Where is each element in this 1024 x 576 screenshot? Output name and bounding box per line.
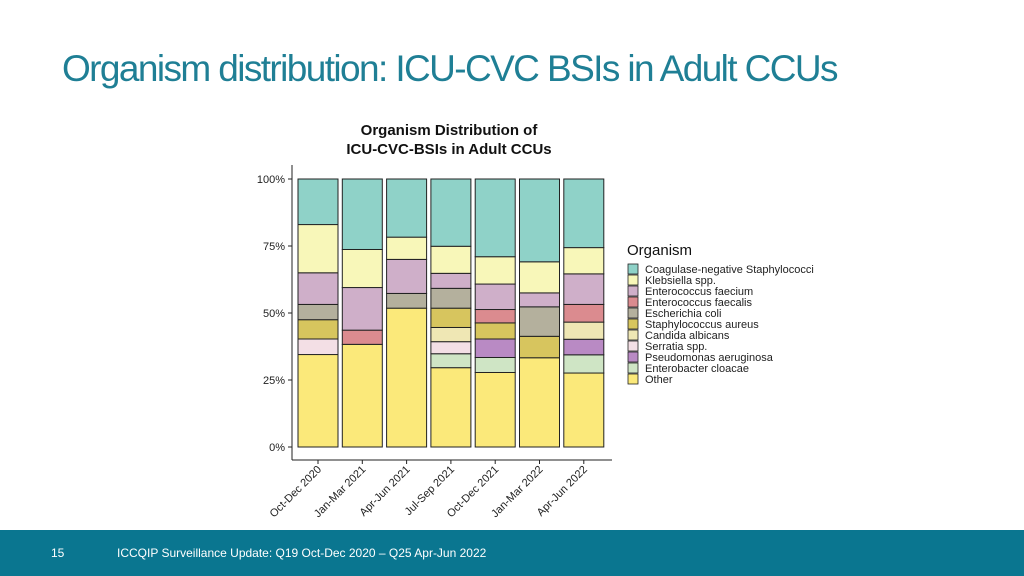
bar-segment [519, 306, 560, 337]
page-number: 15 [51, 546, 65, 560]
bar-segment [430, 307, 472, 328]
bar-segment [474, 256, 516, 285]
bar-segment [341, 287, 383, 331]
bar-segment [386, 258, 428, 294]
bar-segment [563, 178, 605, 249]
bar-segment [341, 329, 383, 345]
legend-label: Escherichia coli [645, 308, 721, 320]
legend-swatch [627, 329, 639, 341]
bar-segment [519, 292, 560, 308]
legend-swatch [627, 274, 639, 286]
bar-segment [474, 309, 516, 324]
bar-segment [563, 354, 605, 374]
bar-segment [430, 326, 472, 343]
bars [297, 178, 605, 448]
bar-segment [563, 321, 605, 340]
legend-swatch [627, 340, 639, 352]
chart-title: Organism Distribution of ICU-CVC-BSIs in … [346, 122, 551, 158]
bar-segment [430, 287, 472, 309]
legend-swatch [627, 318, 639, 330]
y-tick-label: 25% [263, 375, 285, 387]
y-tick-label: 50% [263, 308, 285, 320]
legend-label: Enterococcus faecalis [645, 297, 752, 309]
bar-segment [519, 261, 560, 294]
slide-title: Organism distribution: ICU-CVC BSIs in A… [62, 48, 839, 89]
bar-segment [474, 356, 516, 373]
bar-segment [386, 307, 428, 448]
legend-title: Organism [627, 242, 692, 259]
legend-label: Klebsiella spp. [645, 275, 716, 287]
bar-segment [563, 372, 605, 448]
bar-segment [386, 236, 428, 260]
y-tick-label: 75% [263, 241, 285, 253]
bar-segment [297, 303, 339, 321]
legend-label: Candida albicans [645, 330, 730, 342]
legend-swatch [627, 307, 639, 319]
footer-bar: 15 ICCQIP Surveillance Update: Q19 Oct-D… [0, 530, 1024, 576]
legend-swatch [627, 296, 639, 308]
chart-title-line: ICU-CVC-BSIs in Adult CCUs [346, 141, 551, 158]
chart-title-line: Organism Distribution of [361, 122, 539, 139]
chart: Organism Distribution of ICU-CVC-BSIs in … [257, 122, 814, 520]
legend-swatch [627, 362, 639, 374]
bar-segment [341, 178, 383, 250]
bar-segment [386, 292, 428, 309]
legend-label: Enterococcus faecium [645, 286, 753, 298]
legend: Organism Coagulase-negative Staphylococci… [627, 242, 814, 386]
bar-segment [474, 371, 516, 448]
y-tick-label: 100% [257, 174, 285, 186]
legend-swatch [627, 263, 639, 275]
bar-segment [297, 338, 339, 356]
bar-segment [341, 343, 383, 448]
bar-segment [430, 367, 472, 448]
bar-segment [297, 272, 339, 305]
bar-segment [297, 319, 339, 340]
bar-segment [297, 224, 339, 274]
bar-segment [563, 303, 605, 323]
legend-label: Pseudomonas aeruginosa [645, 352, 774, 364]
legend-swatch [627, 285, 639, 297]
bar-segment [519, 357, 560, 448]
bar-segment [430, 178, 472, 247]
legend-label: Staphylococcus aureus [645, 319, 759, 331]
legend-label: Other [645, 374, 673, 386]
bar-segment [341, 248, 383, 289]
footer-text: ICCQIP Surveillance Update: Q19 Oct-Dec … [117, 546, 487, 560]
bar-segment [474, 338, 516, 358]
bar-segment [474, 178, 516, 258]
legend-swatch [627, 351, 639, 363]
bar-segment [519, 178, 560, 263]
legend-label: Coagulase-negative Staphylococci [645, 264, 814, 276]
bar-segment [563, 273, 605, 305]
bar-segment [386, 178, 428, 238]
bar-segment [430, 272, 472, 289]
bar-segment [474, 322, 516, 340]
bar-segment [563, 247, 605, 275]
bar-segment [563, 338, 605, 356]
legend-label: Enterobacter cloacae [645, 363, 749, 375]
y-axis: 0% 25% 50% 75% 100% [257, 165, 293, 460]
y-tick-label: 0% [269, 442, 285, 454]
bar-segment [297, 178, 339, 226]
bar-segment [474, 283, 516, 311]
bar-segment [519, 335, 560, 359]
legend-label: Serratia spp. [645, 341, 707, 353]
bar-segment [297, 354, 339, 448]
bar-segment [430, 341, 472, 355]
bar-segment [430, 353, 472, 369]
legend-swatch [627, 373, 639, 385]
bar-segment [430, 245, 472, 274]
